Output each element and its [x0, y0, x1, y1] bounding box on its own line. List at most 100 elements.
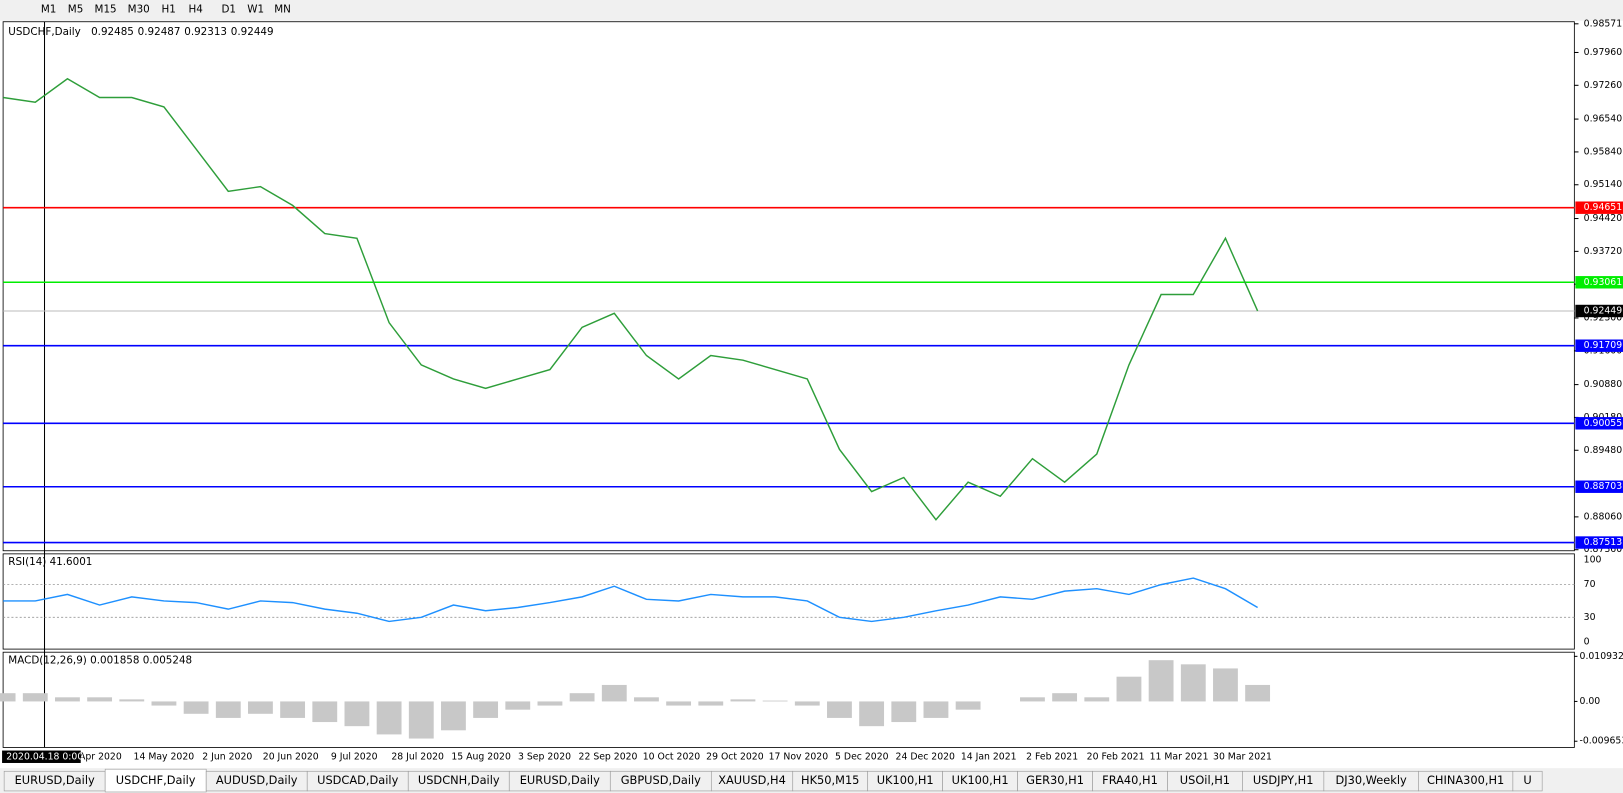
- level-label: 0.91709: [1584, 340, 1623, 351]
- level-box: [1575, 276, 1623, 289]
- macd-bar: [891, 701, 917, 723]
- date-label: 20 Feb 2021: [1087, 751, 1145, 762]
- macd-tick-label: 0.010932: [1580, 651, 1623, 662]
- macd-bar: [55, 697, 80, 702]
- macd-bar: [1084, 697, 1110, 702]
- date-label: 5 Dec 2020: [835, 751, 889, 762]
- date-label: 28 Jul 2020: [391, 751, 444, 762]
- level-label: 0.94651: [1584, 202, 1623, 213]
- level-box: [1575, 201, 1623, 214]
- macd-bar: [955, 701, 981, 710]
- date-label: 17 Nov 2020: [769, 751, 829, 762]
- timeframe-button[interactable]: M15: [95, 3, 117, 15]
- level-label: 0.93061: [1584, 277, 1623, 288]
- tab-label[interactable]: AUDUSD,Daily: [216, 773, 298, 787]
- y-tick-label: 0.92300: [1584, 312, 1623, 323]
- chart-symbol: USDCHF,Daily: [8, 26, 81, 38]
- macd-bar: [151, 701, 177, 706]
- rsi-panel: [2, 553, 1575, 650]
- macd-label: MACD(12,26,9) 0.001858 0.005248: [8, 654, 192, 666]
- timeframe-button[interactable]: M1: [41, 3, 57, 15]
- y-tick-label: 0.94420: [1584, 213, 1623, 224]
- timeframe-button[interactable]: M30: [128, 3, 150, 15]
- ohlc-value: 0.92487: [138, 26, 181, 38]
- macd-bar: [505, 701, 531, 710]
- timeframe-button[interactable]: H4: [188, 3, 202, 15]
- tab-label[interactable]: USDCAD,Daily: [317, 773, 398, 787]
- date-label: 22 Sep 2020: [579, 751, 638, 762]
- date-label: 2 Feb 2021: [1026, 751, 1078, 762]
- date-label: 9 Jul 2020: [331, 751, 378, 762]
- tab-label[interactable]: USOil,H1: [1180, 773, 1230, 787]
- toolbar: [0, 0, 1623, 21]
- price-line: [3, 77, 1259, 521]
- macd-bar: [666, 701, 692, 706]
- tab-label[interactable]: USDJPY,H1: [1253, 773, 1314, 787]
- date-label: 10 Oct 2020: [643, 751, 701, 762]
- date-label: 3 Sep 2020: [518, 751, 571, 762]
- macd-bar: [730, 699, 756, 702]
- timeframe-button[interactable]: W1: [247, 3, 264, 15]
- date-label: 14 May 2020: [134, 751, 195, 762]
- macd-bar: [22, 693, 48, 702]
- tab-label[interactable]: UK100,H1: [952, 773, 1009, 787]
- tab-label[interactable]: U: [1523, 773, 1531, 787]
- timeframe-button[interactable]: H1: [162, 3, 176, 15]
- macd-bar: [280, 701, 306, 718]
- ohlc-value: 0.92313: [184, 26, 227, 38]
- macd-bar: [569, 693, 595, 702]
- macd-bar: [312, 701, 338, 723]
- date-label: 24 Dec 2020: [896, 751, 955, 762]
- rsi-tick-label: 30: [1584, 612, 1596, 623]
- y-tick-label: 0.89480: [1584, 445, 1623, 456]
- y-tick-label: 0.95840: [1584, 146, 1623, 157]
- macd-bar: [0, 693, 16, 702]
- tab[interactable]: [1512, 770, 1543, 792]
- y-tick-label: 0.95140: [1584, 179, 1623, 190]
- rsi-line: [3, 577, 1258, 623]
- y-tick-label: 0.90880: [1584, 379, 1623, 390]
- tab-label[interactable]: FRA40,H1: [1102, 773, 1158, 787]
- tab-label[interactable]: HK50,M15: [801, 773, 859, 787]
- tab-label[interactable]: EURUSD,Daily: [520, 773, 600, 787]
- date-label: 11 Mar 2021: [1150, 751, 1209, 762]
- y-tick-label: 0.97960: [1584, 47, 1623, 58]
- tab-label[interactable]: DJ30,Weekly: [1335, 773, 1407, 787]
- y-tick-label: 0.98571: [1584, 18, 1623, 29]
- tab-label[interactable]: XAUUSD,H4: [718, 773, 786, 787]
- level-box: [1575, 417, 1623, 430]
- timeframe-button[interactable]: MN: [274, 3, 291, 15]
- tab-label[interactable]: UK100,H1: [877, 773, 934, 787]
- macd-bar: [473, 701, 499, 718]
- level-label: 0.88703: [1584, 481, 1623, 492]
- macd-bar: [1148, 660, 1174, 702]
- timeframe-button[interactable]: M5: [68, 3, 84, 15]
- timeframe-button[interactable]: D1: [221, 3, 236, 15]
- rsi-tick-label: 100: [1584, 555, 1602, 566]
- date-label: 29 Oct 2020: [706, 751, 764, 762]
- tab-label[interactable]: USDCHF,Daily: [116, 773, 196, 787]
- macd-bar: [1180, 664, 1206, 702]
- crosshair-label: 2020.04.18 0:00: [6, 751, 83, 762]
- macd-bar: [376, 701, 402, 735]
- tab-label[interactable]: GBPUSD,Daily: [621, 773, 701, 787]
- macd-bar: [1213, 668, 1238, 702]
- macd-panel: [2, 651, 1575, 748]
- y-tick-label: 0.96540: [1584, 114, 1623, 125]
- tab-label[interactable]: USDCNH,Daily: [418, 773, 500, 787]
- macd-bar: [923, 701, 949, 718]
- y-tick-label: 0.87360: [1584, 544, 1623, 555]
- macd-bar: [827, 701, 852, 718]
- macd-bar: [441, 701, 466, 731]
- level-box: [1575, 536, 1623, 549]
- macd-bar: [1052, 693, 1078, 702]
- tab-label[interactable]: GER30,H1: [1026, 773, 1084, 787]
- date-label: 14 Jan 2021: [961, 751, 1017, 762]
- macd-bar: [859, 701, 885, 727]
- tab-label[interactable]: CHINA300,H1: [1427, 773, 1504, 787]
- macd-tick-label: 0.00: [1580, 696, 1601, 707]
- tab-label[interactable]: EURUSD,Daily: [15, 773, 95, 787]
- macd-bar: [634, 697, 659, 702]
- main-panel: [2, 21, 1575, 552]
